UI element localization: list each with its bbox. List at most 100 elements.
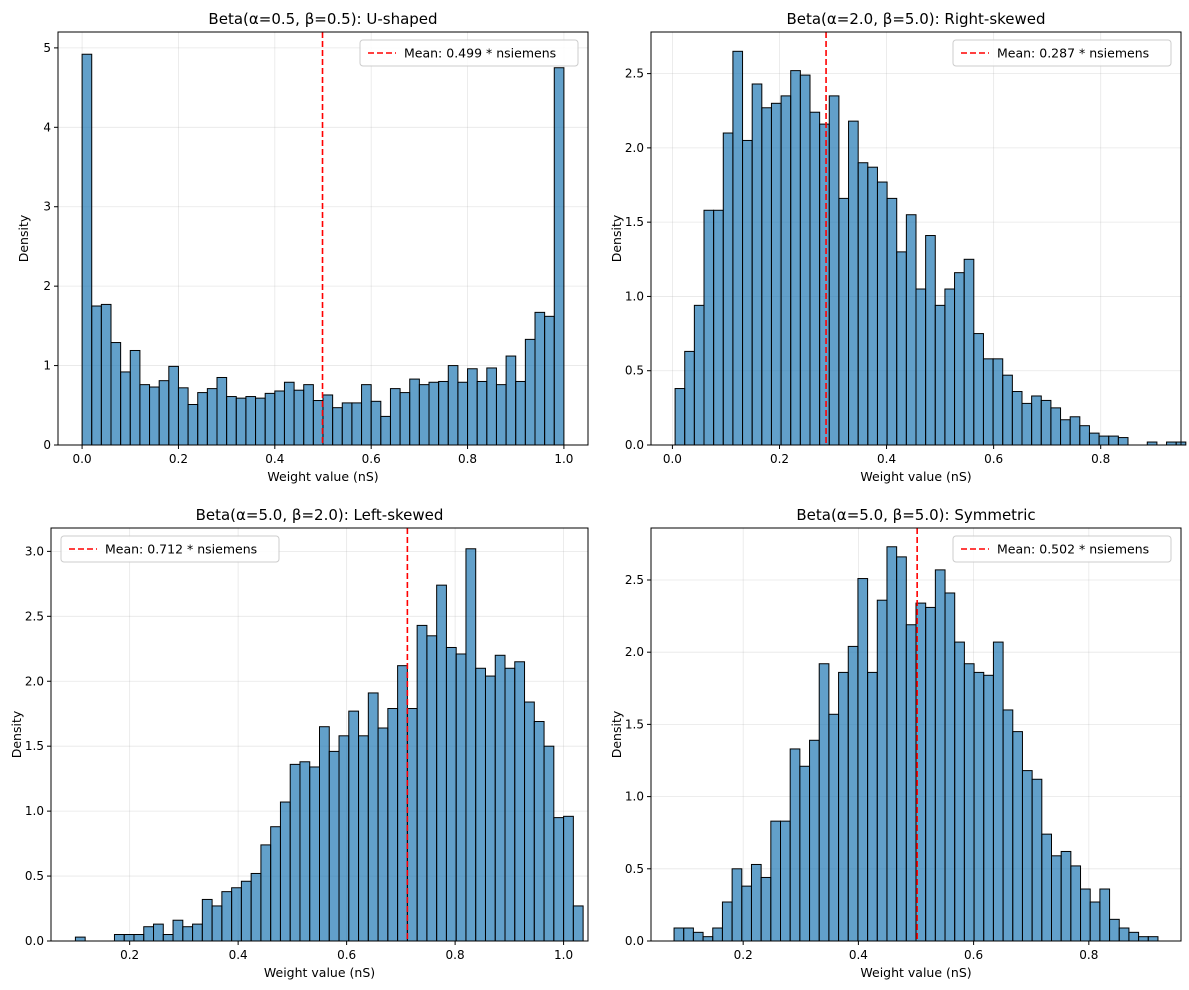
chart-2-title: Beta(α=2.0, β=5.0): Right-skewed — [786, 10, 1045, 28]
chart-3-ytick-label-5: 2.5 — [25, 609, 44, 623]
chart-2-bar-11 — [780, 95, 792, 446]
chart-3-xtick-label-3: 0.8 — [446, 948, 465, 962]
chart-2-bar-41 — [1069, 416, 1081, 446]
chart-3-ytick-label-2: 1.0 — [25, 804, 44, 818]
chart-3-bar-42 — [484, 675, 496, 942]
chart-3-bar-51 — [572, 905, 584, 942]
chart-4-ytick-label-3: 1.5 — [625, 717, 644, 731]
chart-4-ytick-label-0: 0.0 — [625, 934, 644, 948]
chart-4-bar-34 — [1002, 709, 1014, 942]
chart-2-bar-33 — [992, 358, 1004, 446]
chart-2-bar-1 — [684, 350, 695, 446]
chart-4-bar-13 — [799, 765, 811, 942]
chart-3-bar-32 — [387, 708, 399, 942]
chart-2-bar-7 — [742, 139, 753, 446]
chart-3-xtick-label-4: 1.0 — [554, 948, 573, 962]
chart-4-bar-22 — [886, 546, 898, 942]
chart-1-bar-8 — [158, 380, 170, 446]
chart-4-legend-label: Mean: 0.502 * nsiemens — [997, 542, 1149, 557]
chart-3-bar-34 — [406, 708, 418, 942]
chart-3-bar-44 — [504, 667, 516, 942]
chart-2-bar-31 — [973, 333, 984, 446]
chart-3-bar-10 — [172, 919, 184, 942]
chart-1-bar-37 — [438, 380, 449, 446]
chart-2-bar-18 — [848, 120, 859, 446]
chart-1-bar-12 — [197, 392, 208, 446]
chart-1-bar-42 — [486, 367, 497, 446]
chart-4-bar-19 — [857, 578, 869, 942]
chart-2-bar-42 — [1079, 425, 1090, 446]
chart-3-bar-29 — [358, 735, 369, 942]
chart-1-xtick-label-0: 0.0 — [73, 452, 92, 466]
chart-3-bar-16 — [231, 887, 242, 942]
chart-4: 0.2 0.4 0.6 0.8 0.0 0.5 1.0 1.5 2.0 2.5 Beta(α=5.0… — [609, 506, 1182, 980]
chart-1-legend: Mean: 0.499 * nsiemens — [359, 39, 579, 67]
chart-1-bar-4 — [120, 371, 131, 446]
chart-4-xtick-label-0: 0.2 — [734, 948, 753, 962]
chart-2-bar-24 — [905, 214, 917, 446]
chart-1-bar-1 — [91, 305, 102, 446]
chart-3-bar-35 — [416, 624, 428, 942]
chart-2-bar-0 — [674, 388, 686, 446]
chart-3-bar-17 — [240, 880, 252, 942]
chart-2-bar-5 — [722, 132, 734, 446]
chart-3-xtick-label-1: 0.4 — [229, 948, 248, 962]
chart-1-bar-16 — [235, 397, 247, 446]
chart-3-bar-26 — [328, 750, 340, 942]
chart-1-bar-24 — [312, 400, 324, 446]
chart-3-ylabel: Density — [9, 710, 24, 758]
chart-1-bar-7 — [149, 386, 160, 446]
chart-1-bar-23 — [303, 384, 314, 446]
chart-4-bar-26 — [925, 606, 936, 942]
chart-2-bar-35 — [1011, 391, 1023, 446]
chart-1-bar-20 — [274, 390, 285, 446]
chart-3: 0.2 0.4 0.6 0.8 1.0 0.0 0.5 1.0 1.5 2.0 2.5 3.0 Beta… — [9, 506, 589, 980]
chart-3-bar-30 — [367, 692, 379, 942]
chart-3-frame — [50, 527, 589, 942]
chart-4-bar-2 — [692, 931, 704, 942]
chart-3-ytick-label-3: 1.5 — [25, 739, 44, 753]
chart-2-bar-10 — [770, 102, 782, 446]
chart-1-bar-31 — [380, 415, 391, 446]
chart-4-bar-35 — [1012, 731, 1023, 942]
chart-4-legend-box — [952, 535, 1172, 563]
chart-3-bar-18 — [250, 872, 262, 942]
chart-1-bar-11 — [187, 403, 199, 446]
chart-4-ylabel: Density — [609, 710, 624, 758]
chart-4-bar-40 — [1060, 850, 1072, 942]
chart-2-legend-label: Mean: 0.287 * nsiemens — [997, 46, 1149, 61]
chart-2-bar-21 — [876, 181, 888, 446]
chart-1-bar-26 — [332, 407, 343, 446]
chart-4-bar-6 — [731, 868, 743, 942]
chart-4-bar-18 — [847, 645, 859, 942]
chart-4-ytick-label-2: 1.0 — [625, 790, 644, 804]
chart-1-bar-0 — [81, 53, 93, 446]
chart-1-legend-box — [359, 39, 579, 67]
chart-3-bar-19 — [260, 844, 272, 942]
chart-2-bar-19 — [857, 162, 869, 446]
chart-3-bar-23 — [299, 761, 311, 942]
chart-3-bar-6 — [133, 934, 145, 942]
chart-4-ytick-label-1: 0.5 — [625, 862, 644, 876]
chart-2-bar-43 — [1088, 432, 1100, 446]
chart-3-bar-14 — [211, 905, 223, 942]
chart-4-bar-49 — [1147, 936, 1159, 942]
chart-1-bar-10 — [177, 387, 189, 446]
chart-2-legend: Mean: 0.287 * nsiemens — [952, 39, 1172, 67]
chart-2-bar-40 — [1060, 419, 1071, 446]
chart-1-bar-25 — [322, 394, 334, 446]
chart-3-bar-13 — [201, 898, 213, 942]
chart-4-bar-38 — [1041, 833, 1052, 942]
chart-2-bar-16 — [828, 95, 840, 446]
chart-1-bar-29 — [361, 384, 372, 446]
chart-4-bar-29 — [954, 641, 965, 942]
chart-2-xtick-label-4: 0.8 — [1091, 452, 1110, 466]
chart-2-legend-box — [952, 39, 1172, 67]
chart-3-bar-4 — [113, 934, 125, 942]
chart-4-bar-46 — [1118, 927, 1130, 942]
chart-1-bar-21 — [283, 381, 295, 446]
chart-3-bar-7 — [143, 926, 155, 942]
chart-3-bar-43 — [494, 654, 506, 942]
chart-2-ytick-label-3: 1.5 — [625, 215, 644, 229]
chart-3-ytick-label-4: 2.0 — [25, 674, 44, 688]
